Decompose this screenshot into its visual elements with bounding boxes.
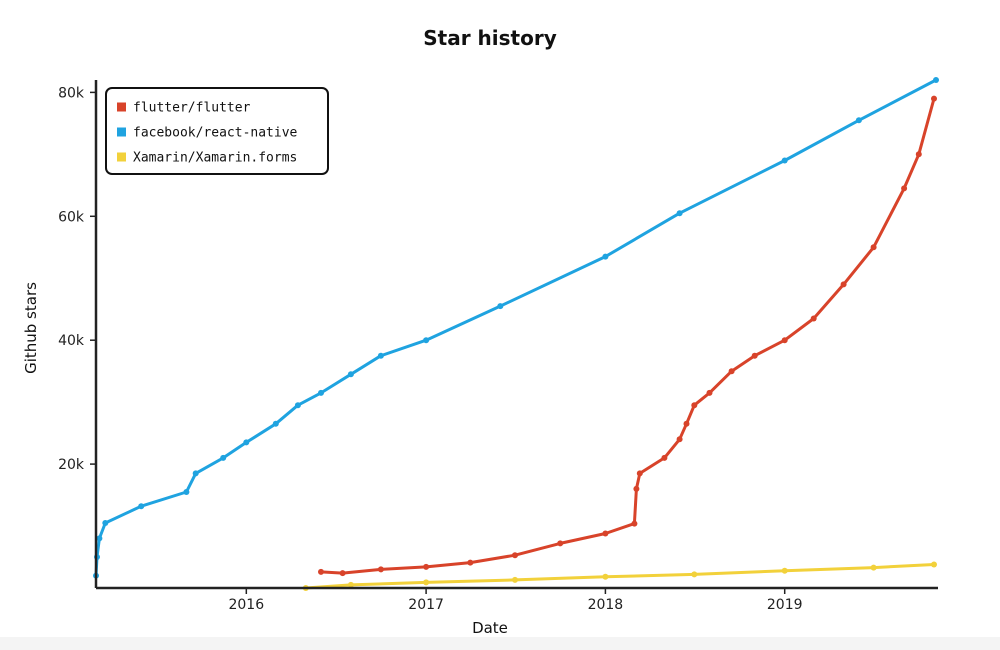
series-point-flutter-flutter: [728, 368, 735, 375]
series-point-facebook-react-native: [423, 337, 430, 344]
bottom-band: [0, 637, 1000, 650]
legend-swatch: [117, 127, 126, 137]
series-point-flutter-flutter: [602, 530, 609, 537]
series-point-flutter-flutter: [683, 420, 690, 427]
series-point-facebook-react-native: [96, 535, 103, 542]
series-point-flutter-flutter: [901, 185, 908, 192]
legend-box: [105, 87, 329, 175]
series-point-xamarin-xamarin-forms: [602, 573, 609, 580]
legend-swatch: [117, 152, 126, 162]
legend: flutter/flutter facebook/react-native Xama…: [105, 87, 329, 175]
series-point-flutter-flutter: [931, 95, 937, 102]
x-tick-label: 2017: [408, 597, 444, 613]
series-point-flutter-flutter: [557, 540, 564, 547]
series-point-flutter-flutter: [633, 485, 640, 492]
series-point-facebook-react-native: [183, 489, 190, 495]
series-point-flutter-flutter: [423, 563, 430, 570]
series-point-flutter-flutter: [631, 520, 638, 527]
series-point-facebook-react-native: [933, 77, 939, 83]
series-point-flutter-flutter: [751, 352, 758, 359]
y-axis-label: Github stars: [22, 282, 40, 374]
x-axis-label: Date: [472, 619, 508, 637]
series-point-flutter-flutter: [467, 559, 474, 566]
x-tick-label: 2018: [588, 597, 624, 613]
series-point-flutter-flutter: [636, 470, 643, 477]
x-tick-label: 2019: [767, 597, 803, 613]
series-point-xamarin-xamarin-forms: [512, 576, 518, 583]
series-point-facebook-react-native: [220, 454, 227, 461]
legend-entry: facebook/react-native: [133, 126, 298, 141]
series-point-xamarin-xamarin-forms: [423, 579, 430, 586]
series-point-facebook-react-native: [318, 389, 324, 396]
series-point-facebook-react-native: [781, 157, 788, 164]
series-point-facebook-react-native: [272, 420, 279, 427]
series-point-facebook-react-native: [192, 470, 199, 477]
series-point-flutter-flutter: [512, 552, 518, 559]
series-point-facebook-react-native: [497, 303, 504, 310]
series-point-flutter-flutter: [810, 315, 817, 322]
plot-lines: [93, 77, 939, 591]
series-point-facebook-react-native: [676, 210, 683, 217]
x-tick-label: 2016: [228, 597, 264, 613]
y-tick-label: 60k: [58, 209, 85, 225]
series-point-facebook-react-native: [294, 402, 301, 409]
axis-ticks: 2016 2017 2018 2019 20k 40k 60k 80k: [58, 85, 802, 613]
series-line-flutter-flutter: [319, 97, 936, 575]
y-tick-label: 40k: [58, 333, 85, 349]
series-point-xamarin-xamarin-forms: [870, 564, 877, 571]
series-point-xamarin-xamarin-forms: [691, 571, 698, 578]
series-point-facebook-react-native: [138, 503, 145, 510]
series-point-flutter-flutter: [377, 566, 384, 573]
series-point-xamarin-xamarin-forms: [931, 561, 937, 568]
series-point-facebook-react-native: [855, 117, 862, 124]
legend-swatch: [117, 102, 126, 112]
series-point-flutter-flutter: [781, 337, 788, 344]
series-point-flutter-flutter: [661, 454, 668, 461]
series-point-flutter-flutter: [318, 568, 324, 575]
series-point-flutter-flutter: [339, 570, 346, 577]
series-point-flutter-flutter: [840, 281, 847, 288]
series-point-flutter-flutter: [915, 151, 922, 158]
series-point-flutter-flutter: [870, 244, 877, 251]
series-point-flutter-flutter: [706, 389, 713, 396]
series-point-flutter-flutter: [691, 402, 698, 409]
series-point-xamarin-xamarin-forms: [781, 567, 788, 574]
series-point-facebook-react-native: [377, 352, 384, 359]
legend-entry: flutter/flutter: [133, 101, 251, 116]
chart-title: Star history: [423, 26, 557, 50]
y-tick-label: 20k: [58, 457, 85, 473]
series-point-facebook-react-native: [347, 371, 354, 378]
series-point-facebook-react-native: [102, 520, 109, 526]
y-tick-label: 80k: [58, 85, 85, 101]
series-point-flutter-flutter: [676, 436, 683, 443]
series-point-facebook-react-native: [602, 253, 609, 260]
legend-entry: Xamarin/Xamarin.forms: [133, 151, 297, 166]
series-point-facebook-react-native: [243, 439, 250, 446]
series-point-xamarin-xamarin-forms: [347, 581, 354, 588]
